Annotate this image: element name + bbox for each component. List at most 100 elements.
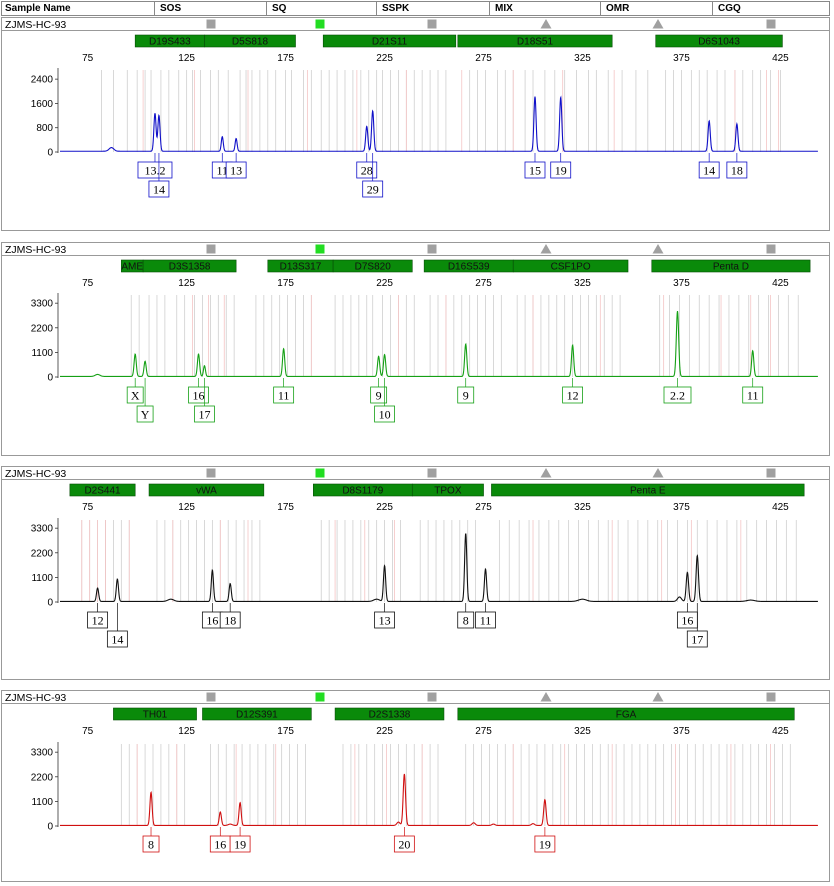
allele-label: 16 [206, 614, 218, 628]
allele-box [137, 161, 173, 179]
allele-box [534, 835, 556, 853]
header-col-mix[interactable]: MIX [495, 3, 513, 14]
x-tick-label: 375 [673, 278, 690, 289]
y-tick-label: 2400 [31, 75, 54, 86]
allele-label: Y [141, 408, 150, 422]
locus-label: TPOX [434, 486, 462, 497]
grey-square-icon [766, 468, 776, 478]
header-col-sos[interactable]: SOS [160, 3, 182, 14]
allele-label: 8 [463, 614, 469, 628]
y-tick-label: 2200 [31, 772, 54, 783]
locus-marker [202, 707, 312, 721]
panel-frame [1, 466, 830, 680]
header-col-omr[interactable]: OMR [606, 3, 630, 14]
grey-square-icon [206, 244, 216, 254]
allele-box [524, 161, 546, 179]
x-tick-label: 125 [178, 53, 195, 64]
locus-label: vWA [196, 486, 217, 497]
header-col-cgq[interactable]: CGQ [718, 3, 741, 14]
panel-black: ZJMS-HC-93 D2S441 vWA D8S1179 TPOX Penta E 75 1… [1, 466, 830, 680]
locus-label: D18S51 [517, 37, 554, 48]
allele-box [136, 405, 154, 423]
x-tick-label: 425 [772, 502, 789, 513]
x-tick-label: 175 [277, 278, 294, 289]
locus-marker [512, 259, 629, 273]
y-tick-label: 2200 [31, 548, 54, 559]
locus-marker [204, 34, 296, 48]
y-tick-label: 0 [47, 373, 53, 384]
allele-label: 20 [398, 838, 410, 852]
header-col-sample-name[interactable]: Sample Name [5, 3, 71, 14]
allele-label: 18 [224, 614, 236, 628]
allele-label: 11 [278, 389, 290, 403]
x-tick-label: 175 [277, 726, 294, 737]
triangle-icon [652, 692, 664, 702]
locus-label: D13S317 [280, 262, 322, 273]
sample-name: ZJMS-HC-93 [5, 19, 66, 31]
allele-box [742, 386, 764, 404]
x-tick-label: 225 [376, 502, 393, 513]
x-tick-label: 275 [475, 502, 492, 513]
allele-box [374, 405, 395, 423]
allele-box [562, 386, 583, 404]
allele-label: 12 [567, 389, 579, 403]
y-tick-label: 2200 [31, 323, 54, 334]
x-tick-label: 325 [574, 53, 591, 64]
locus-marker [332, 259, 413, 273]
triangle-icon [652, 468, 664, 478]
grey-square-icon [427, 244, 437, 254]
allele-label: 19 [555, 164, 567, 178]
triangle-icon [540, 19, 552, 29]
allele-label: 11 [747, 389, 759, 403]
allele-label: 14 [111, 633, 123, 647]
y-tick-label: 0 [47, 822, 53, 833]
x-tick-label: 425 [772, 278, 789, 289]
locus-label: D12S391 [236, 710, 278, 721]
allele-box [142, 835, 160, 853]
header-col-sspk[interactable]: SSPK [382, 3, 410, 14]
green-square-icon [315, 468, 325, 478]
x-tick-label: 375 [673, 53, 690, 64]
sample-name: ZJMS-HC-93 [5, 692, 66, 704]
allele-box [273, 386, 295, 404]
x-tick-label: 325 [574, 726, 591, 737]
panel-frame [1, 17, 830, 231]
grey-square-icon [427, 19, 437, 29]
allele-label: 13 [379, 614, 391, 628]
header-col-sq[interactable]: SQ [272, 3, 287, 14]
allele-label: 17 [198, 408, 210, 422]
allele-label: 15 [529, 164, 541, 178]
grey-square-icon [206, 692, 216, 702]
locus-label: D7S820 [355, 262, 392, 273]
x-tick-label: 75 [82, 726, 94, 737]
y-tick-label: 1100 [31, 348, 53, 359]
allele-label: 29 [367, 183, 379, 197]
x-tick-label: 75 [82, 502, 94, 513]
allele-label: 11 [216, 164, 228, 178]
allele-label: 16 [193, 389, 205, 403]
panel-blue: ZJMS-HC-93 D19S433 D5S818 D21S11 D18S51 D6S10… [1, 17, 830, 231]
locus-label: Penta D [713, 262, 749, 273]
allele-box [225, 161, 247, 179]
locus-marker [457, 34, 613, 48]
trace-line [59, 533, 818, 602]
locus-marker [491, 483, 805, 497]
triangle-icon [540, 692, 552, 702]
allele-label: 19 [539, 838, 551, 852]
locus-marker [334, 707, 445, 721]
locus-marker [322, 34, 457, 48]
allele-label: 13.2 [144, 164, 165, 178]
allele-label: 17 [691, 633, 703, 647]
allele-box [475, 611, 496, 629]
allele-box [374, 611, 395, 629]
allele-box [698, 161, 720, 179]
x-tick-label: 175 [277, 502, 294, 513]
x-tick-label: 375 [673, 502, 690, 513]
panel-green: ZJMS-HC-93 AME D3S1358 D13S317 D7S820 D16S539… [1, 242, 830, 456]
allele-label: 16 [214, 838, 226, 852]
locus-label: D6S1043 [698, 37, 740, 48]
x-tick-label: 125 [178, 502, 195, 513]
allele-label: 14 [703, 164, 715, 178]
y-tick-label: 0 [47, 598, 53, 609]
locus-label: FGA [616, 710, 637, 721]
